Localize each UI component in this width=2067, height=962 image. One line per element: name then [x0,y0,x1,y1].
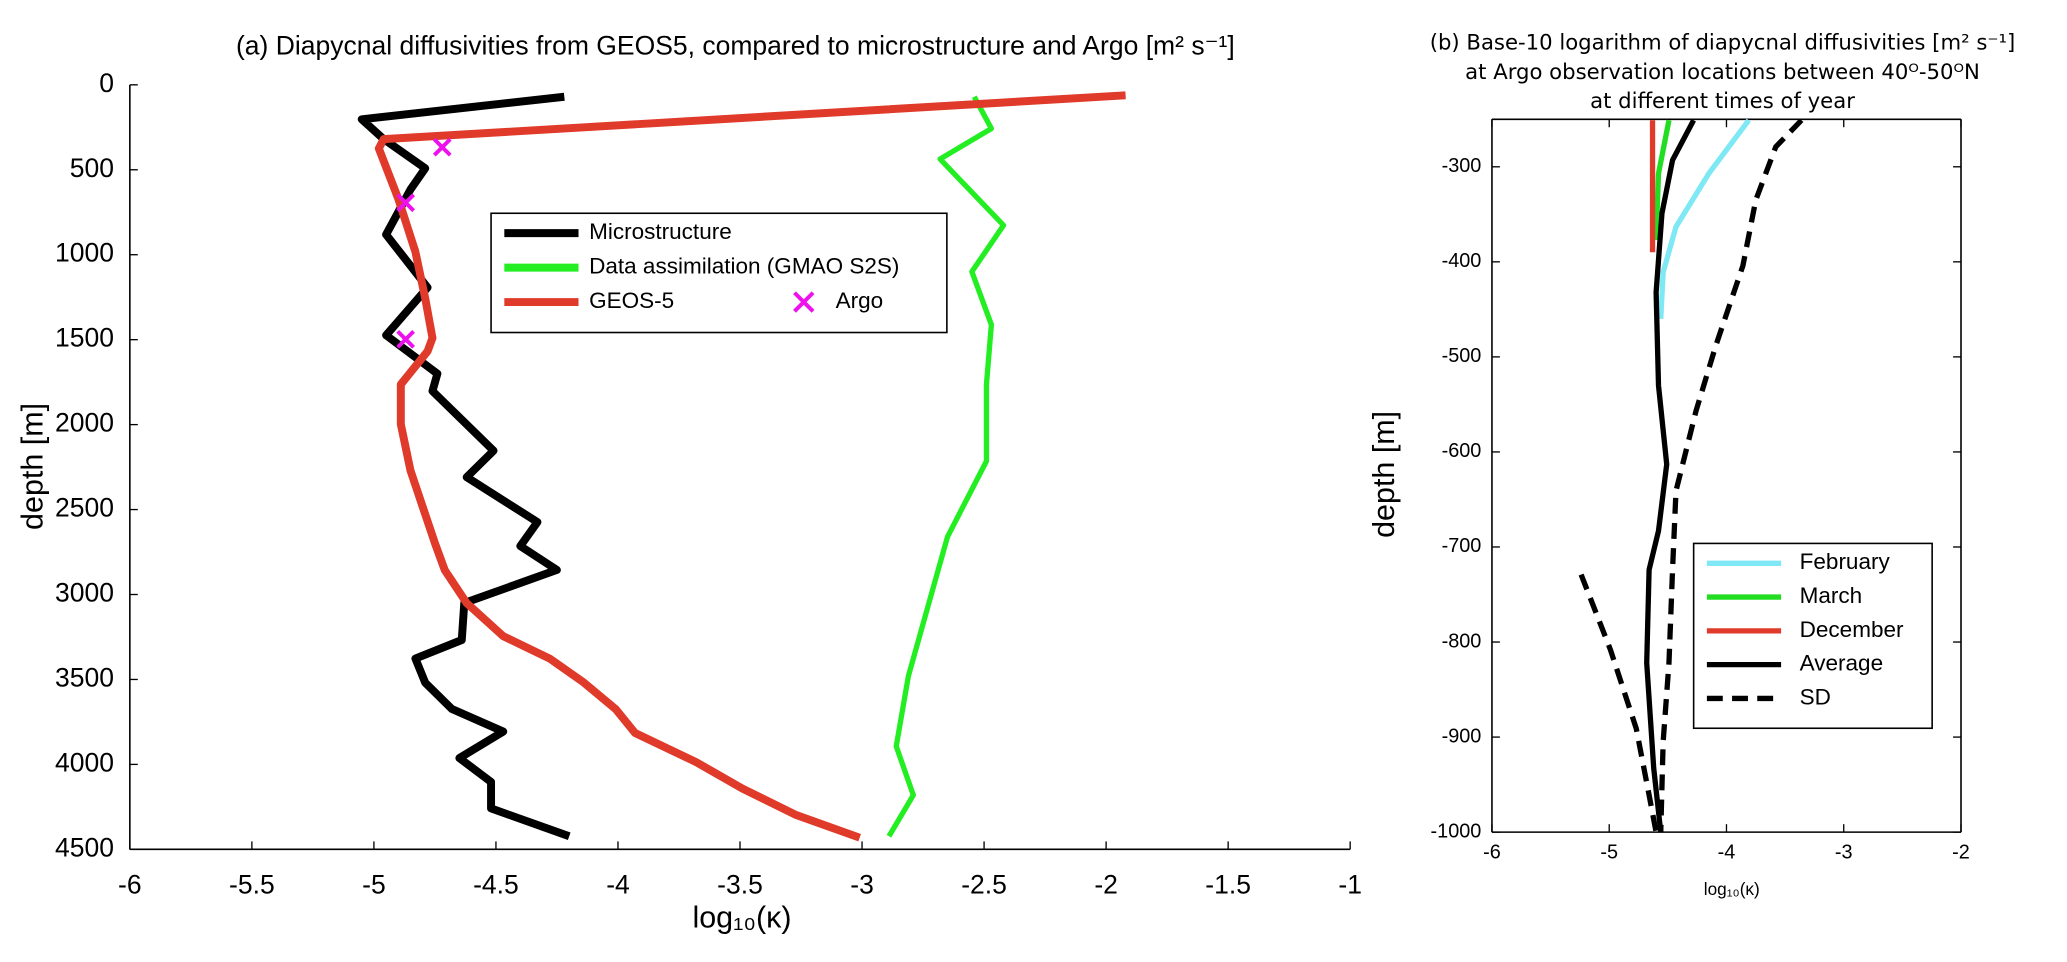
x-tick-label: -4.5 [473,869,519,899]
x-tick-label: -6 [118,869,142,899]
x-tick-label: -1.5 [1205,869,1251,899]
x-axis-label: log₁₀(κ) [1704,879,1760,899]
x-tick-label: -3 [1835,842,1853,864]
x-axis-label: log₁₀(κ) [692,901,791,935]
legend-label: GEOS-5 [589,288,674,313]
legend-label: Data assimilation (GMAO S2S) [589,254,899,279]
x-tick-label: -3 [850,869,874,899]
legend-marker [793,291,815,313]
y-tick-label: 1000 [55,238,114,268]
x-tick-label: -4 [606,869,630,899]
chart-title: (b) Base-10 logarithm of diapycnal diffu… [1430,30,2016,55]
y-tick-label: -900 [1442,725,1482,747]
legend-label: Argo [836,288,884,313]
y-tick-label: 2000 [55,408,114,438]
x-tick-label: -2.5 [961,869,1007,899]
data-line [1578,118,1804,833]
y-tick-label: 4000 [55,747,114,777]
legend-label: March [1800,583,1863,608]
y-tick-label: 500 [70,153,114,183]
legend-label: Average [1800,651,1883,676]
x-tick-label: -6 [1483,842,1501,864]
legend-label: February [1800,549,1891,574]
y-tick-label: -600 [1442,440,1482,462]
y-tick-label: 0 [99,68,114,98]
argo-marker [432,137,452,157]
y-tick-label: 3000 [55,578,114,608]
chart-title: at Argo observation locations between 40… [1465,59,1980,84]
x-tick-label: -2 [1094,869,1118,899]
legend-label: December [1800,617,1904,642]
argo-marker [396,329,415,349]
argo-marker [396,193,415,213]
y-tick-label: -800 [1442,630,1482,652]
y-tick-label: 4500 [55,832,114,862]
y-tick-label: -300 [1442,155,1482,177]
y-tick-label: -400 [1442,250,1482,272]
chart-title: at different times of year [1590,88,1855,113]
x-tick-label: -5 [1600,842,1618,864]
y-tick-label: -700 [1442,535,1482,557]
legend-label: Microstructure [589,219,732,244]
data-line [374,91,1126,842]
x-tick-label: -5.5 [229,869,275,899]
y-tick-label: -1000 [1431,820,1482,842]
data-line [1653,119,1672,241]
x-tick-label: -4 [1718,842,1736,864]
y-tick-label: 1500 [55,323,114,353]
y-tick-label: 3500 [55,662,114,692]
data-line [886,95,1007,838]
x-tick-label: -1 [1338,869,1362,899]
chart-title: (a) Diapycnal diffusivities from GEOS5, … [236,31,1235,61]
x-tick-label: -2 [1952,842,1970,864]
data-line [1644,118,1696,833]
legend-label: SD [1800,684,1831,709]
data-line [357,92,571,840]
x-tick-label: -5 [362,869,386,899]
y-tick-label: 2500 [55,493,114,523]
x-tick-label: -3.5 [717,869,763,899]
data-line [1658,118,1751,319]
y-axis-label: depth [m] [1367,411,1401,538]
y-tick-label: -500 [1442,345,1482,367]
y-axis-label: depth [m] [15,403,49,530]
